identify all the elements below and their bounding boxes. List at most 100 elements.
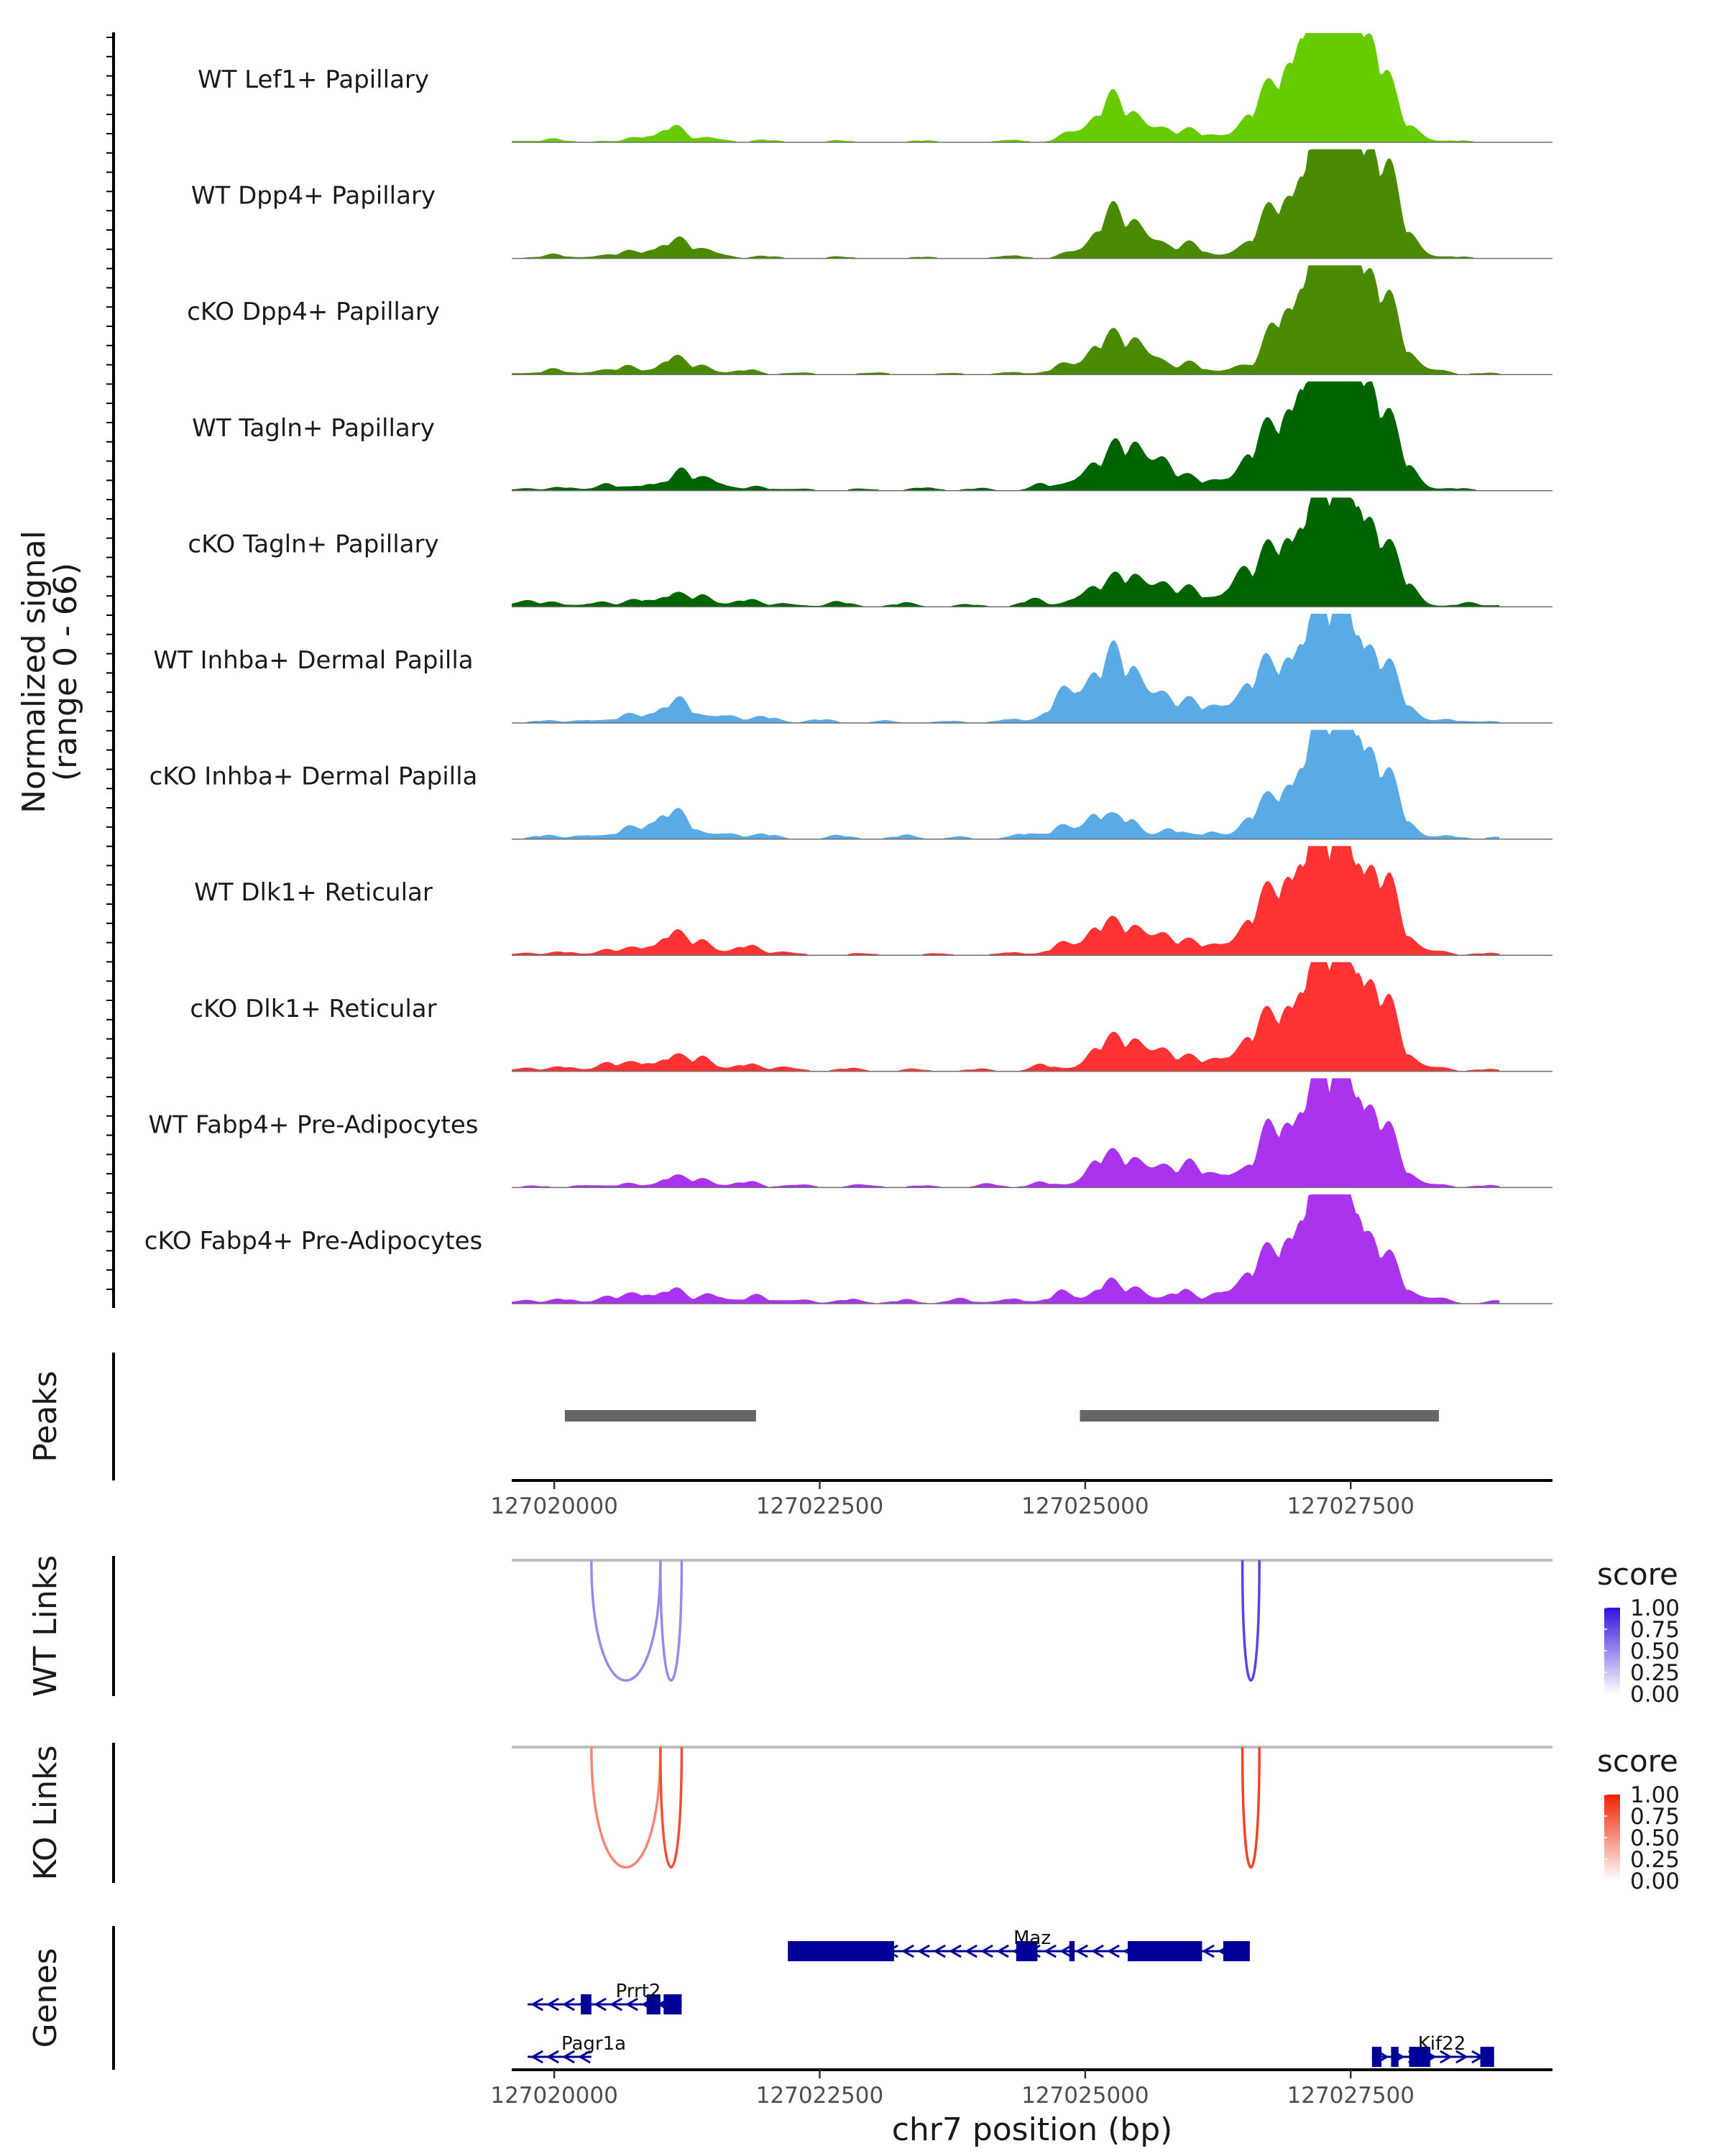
legend-colorbar xyxy=(1604,1795,1620,1881)
coverage-track: WT Fabp4+ Pre-Adipocytes xyxy=(149,1078,1552,1189)
gene-exon xyxy=(1409,2047,1431,2067)
gene-exon xyxy=(663,1994,682,2014)
coverage-track-label: WT Fabp4+ Pre-Adipocytes xyxy=(149,1110,479,1139)
x-tick-label: 127020000 xyxy=(490,1493,618,1519)
gene-strand-arrow xyxy=(625,1997,638,2012)
gene-exon xyxy=(1069,1941,1075,1961)
gene-exon xyxy=(1016,1941,1038,1961)
gene-strand-arrow xyxy=(933,1944,946,1958)
x-tick-label: 127025000 xyxy=(1021,2083,1149,2109)
gene-strand-arrow xyxy=(594,1997,607,2012)
legend-tick-label: 0.00 xyxy=(1630,1869,1680,1894)
gene-name-label: Prrt2 xyxy=(616,1981,661,2002)
x-tick-label: 127027500 xyxy=(1287,2083,1415,2109)
x-tick-label: 127022500 xyxy=(756,2083,884,2109)
gene-strand-arrow xyxy=(1059,1944,1072,1958)
coverage-track-label: cKO Dpp4+ Papillary xyxy=(187,298,440,326)
legend-title: score xyxy=(1597,1743,1678,1779)
legend-colorbar xyxy=(1604,1608,1620,1694)
coverage-area xyxy=(512,149,1500,259)
coverage-track-label: cKO Inhba+ Dermal Papilla xyxy=(150,763,478,791)
coverage-tracks: WT Lef1+ Papillary WT Dpp4+ Papillary cKO … xyxy=(144,33,1552,1304)
gene-strand-arrow xyxy=(965,1944,978,1958)
gene-exon xyxy=(581,1994,592,2014)
coverage-track: WT Dlk1+ Reticular xyxy=(194,846,1552,956)
gene-strand-arrow xyxy=(562,1997,575,2012)
peaks-track-label: Peaks xyxy=(27,1370,64,1462)
coverage-area xyxy=(512,846,1500,956)
coverage-area xyxy=(512,1078,1500,1188)
x-tick-label: 127025000 xyxy=(1021,1493,1149,1519)
gene-exon xyxy=(1480,2047,1494,2067)
gene-strand-arrow xyxy=(1107,1944,1120,1958)
link-track-label: WT Links xyxy=(27,1555,64,1697)
gene-exon xyxy=(1371,2047,1382,2067)
coverage-ylabel: Normalized signal xyxy=(16,530,52,814)
link-arc xyxy=(1241,1560,1261,1682)
coverage-track: WT Lef1+ Papillary xyxy=(198,33,1552,143)
genes-x-ticks: 127020000 127022500 127025000 127027500 xyxy=(490,2070,1414,2109)
coverage-track-label: WT Dlk1+ Reticular xyxy=(194,878,433,907)
gene-strand-arrow xyxy=(1440,2050,1453,2064)
gene-strand-arrow xyxy=(980,1944,993,1958)
coverage-area xyxy=(512,1194,1500,1304)
gene-exon xyxy=(788,1941,894,1961)
genes-track-label: Genes xyxy=(27,1948,64,2047)
coverage-track-label: WT Lef1+ Papillary xyxy=(198,65,429,94)
peaks-panel: Peaks 127020000 127022500 127025000 1270275… xyxy=(27,1353,1552,1519)
coverage-track-label: WT Inhba+ Dermal Papilla xyxy=(153,646,473,675)
gene-strand-arrow xyxy=(546,2050,559,2064)
peak-region xyxy=(564,1410,756,1422)
coverage-ylabel-range: (range 0 - 66) xyxy=(47,563,84,781)
x-tick-label: 127027500 xyxy=(1287,1493,1415,1519)
gene-strand-arrow xyxy=(562,2050,575,2064)
coverage-area xyxy=(512,33,1500,142)
gene-strand-arrow xyxy=(546,1997,559,2012)
peak-region xyxy=(1080,1410,1439,1422)
gene-exon xyxy=(1127,1941,1202,1961)
coverage-area xyxy=(512,265,1500,375)
gene-model: Prrt2 xyxy=(528,1981,682,2014)
coverage-track-label: WT Dpp4+ Papillary xyxy=(191,182,436,211)
coverage-track: cKO Tagln+ Papillary xyxy=(188,497,1552,608)
gene-exon xyxy=(1391,2047,1399,2067)
gene-strand-arrow xyxy=(530,2050,543,2064)
link-arc xyxy=(659,1560,684,1682)
gene-name-label: Pagr1a xyxy=(561,2033,626,2055)
coverage-track: WT Dpp4+ Papillary xyxy=(191,149,1552,259)
gene-name-label: Kif22 xyxy=(1418,2033,1466,2055)
gene-strand-arrow xyxy=(949,1944,962,1958)
legend-title: score xyxy=(1597,1557,1678,1592)
gene-strand-arrow xyxy=(1075,1944,1088,1958)
coverage-track: WT Inhba+ Dermal Papilla xyxy=(153,614,1552,724)
coverage-y-ticks xyxy=(106,37,114,1290)
link-arc xyxy=(590,1746,662,1869)
gene-strand-arrow xyxy=(901,1944,914,1958)
peaks-regions xyxy=(564,1410,1439,1422)
legend-tick-label: 1.00 xyxy=(1630,1782,1680,1808)
coverage-area xyxy=(512,381,1500,491)
gene-models: Maz Prrt2 Pagr1a Kif22 xyxy=(528,1927,1494,2067)
coverage-area xyxy=(512,497,1500,607)
legend-tick-label: 0.50 xyxy=(1630,1825,1680,1851)
coverage-area xyxy=(512,962,1500,1072)
coverage-panel: Normalized signal (range 0 - 66) WT Lef1… xyxy=(16,32,1552,1308)
coverage-track: cKO Fabp4+ Pre-Adipocytes xyxy=(144,1194,1552,1304)
gene-strand-arrow xyxy=(1044,1944,1057,1958)
gene-model: Kif22 xyxy=(1371,2033,1494,2067)
gene-strand-arrow xyxy=(578,2050,591,2064)
gene-strand-arrow xyxy=(610,1997,622,2012)
legend-tick-label: 0.75 xyxy=(1630,1617,1680,1643)
coverage-track: cKO Inhba+ Dermal Papilla xyxy=(150,729,1552,840)
legend-tick-label: 0.50 xyxy=(1630,1639,1680,1664)
coverage-track: WT Tagln+ Papillary xyxy=(192,381,1552,492)
gene-name-label: Maz xyxy=(1013,1927,1051,1949)
link-track-label: KO Links xyxy=(27,1745,64,1880)
coverage-track: cKO Dpp4+ Papillary xyxy=(187,265,1552,375)
link-track: KO Links score 1.000.750.500.250.00 xyxy=(27,1743,1680,1894)
gene-strand-arrow xyxy=(1202,1944,1215,1958)
gene-strand-arrow xyxy=(996,1944,1009,1958)
legend-tick-label: 1.00 xyxy=(1630,1595,1680,1621)
coverage-area xyxy=(512,729,1500,839)
